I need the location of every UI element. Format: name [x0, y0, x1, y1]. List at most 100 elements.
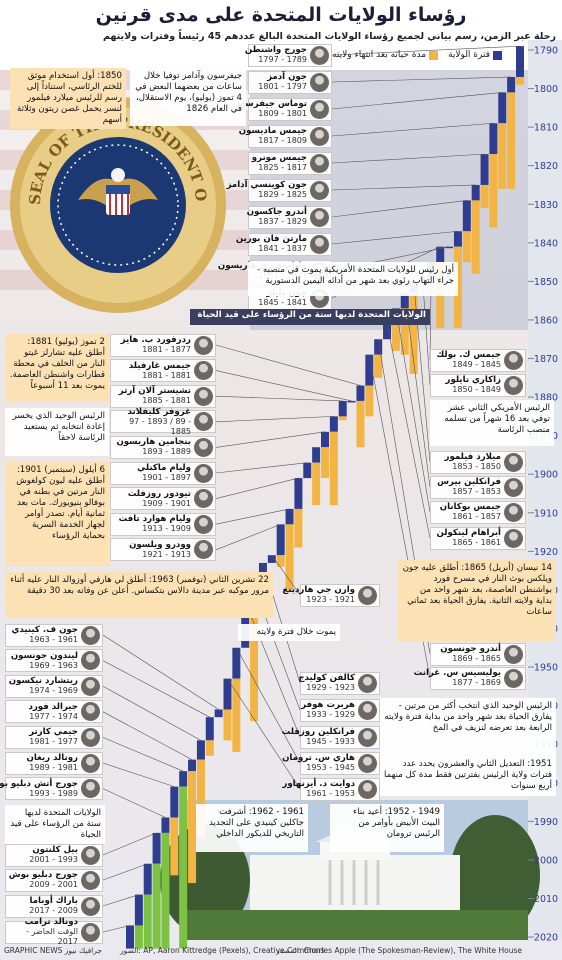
president-text: ريتشارد نيكسون 1974 - 1969	[8, 676, 78, 696]
alive-bar	[152, 863, 161, 949]
president-label: ليندون جونسون 1969 - 1963	[5, 649, 103, 673]
president-name: أندرو جونسون	[440, 644, 501, 654]
president-photo	[504, 528, 523, 548]
president-label: أندرو جونسون 1869 - 1865	[430, 642, 526, 666]
president-dates: 1797 - 1789	[258, 55, 307, 64]
president-text: يوليسيس س. غرانت 1877 - 1869	[413, 668, 501, 688]
leader-line	[331, 92, 503, 110]
y-tick-label: 1850	[534, 277, 558, 288]
president-text: بيل كلنتون 2001 - 1993	[8, 845, 78, 865]
president-dates: 1845 - 1841	[258, 298, 307, 307]
after-term-bar	[516, 76, 524, 85]
president-photo	[194, 540, 213, 560]
president-dates: 1881 - 1881	[142, 370, 191, 380]
term-bar	[267, 555, 276, 563]
y-tick-label: 1920	[534, 547, 558, 558]
president-name: زاكاري تايلور	[445, 375, 501, 385]
president-label: جيمس بوكانان 1861 - 1857	[430, 500, 526, 524]
term-bar	[365, 354, 374, 386]
president-dates: 1989 - 1981	[29, 763, 78, 772]
president-dates: 1829 - 1825	[258, 190, 307, 199]
y-tick-label: 1910	[534, 508, 558, 519]
president-name: جيمي كارتر	[29, 727, 78, 738]
annotation: 1961 - 1962: أشرفت جاكلين كينيدي على الت…	[196, 804, 308, 852]
president-photo	[358, 700, 377, 720]
president-text: تشيستر آلان آرثر 1885 - 1881	[113, 386, 191, 406]
agency: GRAPHIC NEWS جرافيك نيوز	[4, 946, 103, 955]
president-name: جورج واشنطن	[244, 45, 307, 55]
president-photo	[194, 335, 213, 355]
president-label: جيمس مونرو 1825 - 1817	[248, 151, 332, 175]
president-label: أندرو جاكسون 1837 - 1829	[247, 205, 332, 229]
president-text: فرانكلين روزفلت 1945 - 1933	[281, 727, 355, 747]
president-photo	[504, 477, 523, 497]
term-bar	[516, 46, 524, 77]
president-photo	[310, 207, 329, 227]
term-bar	[232, 647, 241, 679]
after-term-bar	[312, 462, 321, 506]
president-text: زاكاري تايلور 1850 - 1849	[433, 375, 501, 395]
term-bar	[312, 447, 321, 463]
president-dates: 1853 - 1850	[452, 462, 501, 471]
president-text: أندرو جاكسون 1837 - 1829	[247, 207, 307, 227]
president-text: دونالد ترامب الوقت الحاضر - 2017	[8, 917, 78, 947]
term-bar	[471, 184, 480, 201]
president-name: ريتشارد نيكسون	[8, 676, 78, 687]
president-name: يوليسيس س. غرانت	[413, 668, 501, 678]
term-bar	[321, 431, 329, 448]
president-label: زاكاري تايلور 1850 - 1849	[430, 373, 526, 397]
alive-bar	[161, 832, 170, 949]
president-text: أبراهام لينكولن 1865 - 1861	[433, 528, 501, 548]
president-text: بنجامين هاريسون 1893 - 1889	[113, 437, 191, 457]
after-term-bar	[374, 354, 383, 378]
y-tick-label: 1870	[534, 354, 558, 365]
term-bar	[453, 231, 462, 247]
president-text: تيودور روزفلت 1909 - 1901	[113, 489, 191, 509]
annotation: 1850: أول استخدام موثق للختم الرئاسي، اس…	[10, 68, 126, 129]
president-text: دوايت د. أيزنهاور 1961 - 1953	[282, 779, 355, 799]
president-name: جون كوينسي آدامز	[226, 180, 307, 190]
president-name: تيودور روزفلت	[127, 488, 191, 499]
president-label: بنجامين هاريسون 1893 - 1889	[110, 435, 216, 459]
president-name: جون آدمز	[267, 72, 307, 82]
after-term-bar	[170, 817, 179, 876]
president-name: فرانكلين روزفلت	[281, 727, 355, 737]
y-tick-label: 1810	[534, 123, 558, 134]
president-text: ميلارد فيلمور 1853 - 1850	[433, 452, 501, 472]
president-name: بنجامين هاريسون	[116, 437, 191, 448]
leader-line	[215, 370, 352, 402]
president-text: جيمس بوكانان 1861 - 1857	[433, 502, 501, 522]
president-text: ردرفورد ب. هايز 1881 - 1877	[113, 335, 191, 355]
president-dates: 1837 - 1829	[258, 217, 307, 226]
leader-line	[404, 292, 431, 488]
leader-line	[102, 685, 202, 741]
annotation: الرئيس الوحيد الذي انتخب أكثر من مرتين -…	[380, 698, 556, 756]
president-photo	[504, 350, 523, 370]
after-term-bar	[471, 200, 480, 274]
y-tick-label: 1790	[534, 45, 558, 56]
president-text: جيمس ك. بولك 1849 - 1845	[433, 350, 501, 370]
president-name: جورج دبليو بوش	[8, 870, 78, 880]
axis-strip	[528, 40, 562, 940]
president-dates: 1881 - 1877	[142, 345, 191, 354]
president-label: وليام ماكنلي 1901 - 1897	[110, 461, 216, 485]
leader-line	[102, 894, 139, 907]
after-term-bar	[294, 508, 303, 548]
president-name: مارتن فان بورين	[235, 234, 307, 244]
annotation: الولايات المتحدة لديها ستة من الرؤساء عل…	[5, 805, 105, 844]
president-photo	[358, 753, 377, 773]
president-label: ميلارد فيلمور 1853 - 1850	[430, 450, 526, 474]
president-dates: 1841 - 1837	[258, 244, 307, 253]
after-term-bar	[223, 709, 232, 741]
president-dates: 1801 - 1797	[258, 82, 307, 91]
after-term-bar	[480, 184, 489, 209]
y-tick-label: 1860	[534, 315, 558, 326]
y-tick-label: 2020	[534, 933, 558, 944]
leader-line	[271, 555, 301, 596]
president-dates: 1961 - 1953	[306, 789, 355, 798]
president-photo	[310, 126, 329, 146]
leader-line	[215, 416, 334, 423]
y-tick-label: 1830	[534, 200, 558, 211]
after-term-bar	[462, 231, 471, 263]
leader-line	[395, 308, 431, 513]
